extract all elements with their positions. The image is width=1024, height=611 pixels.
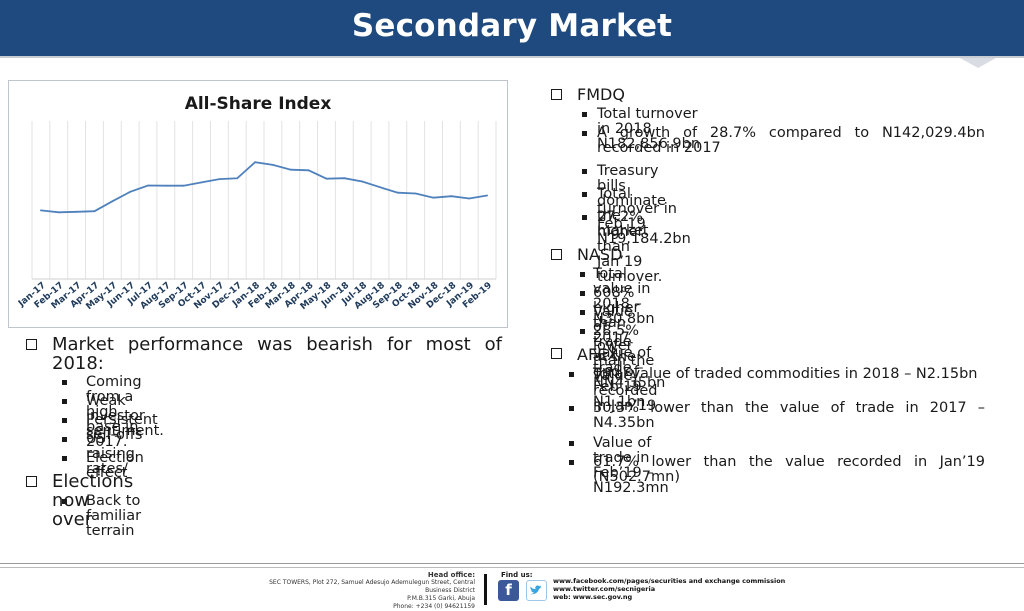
facebook-icon[interactable]: f <box>498 580 519 601</box>
section-fmdq-title: FMDQ <box>577 85 625 104</box>
square-bullet-icon <box>569 460 574 465</box>
chart-data-point <box>218 178 221 180</box>
address-line: Phone: +234 (0) 94621159 <box>393 603 475 610</box>
chart-plot: Jan-17Feb-17Mar-17Apr-17May-17Jun-17Jul-… <box>16 121 497 312</box>
head-office-address: Head office: SEC TOWERS, Plot 272, Samue… <box>205 571 475 611</box>
square-bullet-icon <box>580 310 585 315</box>
chart-data-point <box>486 194 488 197</box>
square-bullet-icon <box>582 169 587 174</box>
footer-divider <box>0 567 1024 568</box>
square-bullet-icon <box>62 418 67 423</box>
address-line: Business District <box>425 587 475 594</box>
afex-item: 50.5% lower than the value of trade in 2… <box>593 400 985 431</box>
chart-data-point <box>450 195 453 198</box>
footer-separator <box>484 574 487 605</box>
square-bullet-icon <box>582 131 587 136</box>
chart-data-point <box>432 196 435 199</box>
afex-item: Value of trade in Feb’19 – N192.3mn <box>593 435 669 496</box>
chart-data-point <box>236 177 239 180</box>
chart-data-point <box>379 186 381 189</box>
head-office-heading: Head office: <box>427 571 475 579</box>
chart-data-point <box>57 211 60 214</box>
website-link[interactable]: web: www.sec.gov.ng <box>553 593 633 601</box>
fmdq-item: Treasury bills dominate the market <box>597 163 666 239</box>
chart-title: All-Share Index <box>184 94 332 114</box>
nasd-item: Value of trade at the end of Feb’19 N1.1… <box>593 304 650 410</box>
nasd-item: Total value in 2018 – N30.8bn <box>593 266 655 327</box>
fmdq-item: Total turnover in 2018 N182,856.9bn <box>597 106 701 152</box>
afex-item: 61.7% lower than the value recorded in J… <box>593 454 985 485</box>
chart-data-point <box>361 180 364 183</box>
slide-header: Secondary Market <box>0 0 1024 56</box>
chart-data-point <box>93 210 96 213</box>
chart-data-point <box>396 191 399 194</box>
chart-data-point <box>289 168 292 171</box>
square-bullet-icon <box>582 192 587 197</box>
checkbox-bullet-icon <box>551 89 562 100</box>
chart-data-point <box>325 177 328 180</box>
square-bullet-icon <box>580 291 585 296</box>
sub-bullet: US raising rates/ <box>86 431 135 477</box>
square-bullet-icon <box>569 406 574 411</box>
chart-data-point <box>200 181 203 184</box>
checkbox-bullet-icon <box>551 348 562 359</box>
sub-bullet: Coming from a high base in 2017. <box>86 374 142 450</box>
sub-bullet: Back to familiar terrain <box>86 493 142 539</box>
checkbox-bullet-icon <box>26 339 37 350</box>
chart-data-point <box>414 192 417 195</box>
square-bullet-icon <box>62 399 67 404</box>
square-bullet-icon <box>569 441 574 446</box>
square-bullet-icon <box>62 380 67 385</box>
fmdq-item: 27.2% higher than Jan’19 turnover. <box>597 209 663 285</box>
twitter-icon[interactable] <box>526 580 547 601</box>
chart-data-point <box>40 209 42 212</box>
chart-data-point <box>164 184 167 187</box>
footer-links: www.facebook.com/pages/securities and ex… <box>553 577 785 601</box>
chart-data-point <box>254 161 256 164</box>
nasd-item: 28.5% lower than the value recorded in J… <box>593 323 658 414</box>
afex-item: Total value of traded commodities in 201… <box>593 366 978 382</box>
sub-bullet: Weak investor sentiment. <box>86 393 164 439</box>
address-line: P.M.B.315 Garki, Abuja <box>407 595 475 602</box>
slide-title: Secondary Market <box>351 8 673 44</box>
chart-data-point <box>75 210 78 213</box>
find-us-label: Find us: <box>501 571 533 579</box>
square-bullet-icon <box>582 215 587 220</box>
square-bullet-icon <box>580 329 585 334</box>
sub-bullet: Persistent sell-offs <box>86 412 158 443</box>
square-bullet-icon <box>580 272 585 277</box>
chart-data-point <box>272 164 274 166</box>
square-bullet-icon <box>582 112 587 117</box>
header-ornament <box>960 58 996 68</box>
square-bullet-icon <box>62 437 67 442</box>
header-divider <box>0 56 1024 58</box>
checkbox-bullet-icon <box>26 476 37 487</box>
address-line: SEC TOWERS, Plot 272, Samuel Adesujo Ade… <box>269 579 475 586</box>
square-bullet-icon <box>569 372 574 377</box>
square-bullet-icon <box>62 456 67 461</box>
nasd-item: 608% higher than 2017 value of trade – N… <box>593 285 666 391</box>
footer: Head office: SEC TOWERS, Plot 272, Samue… <box>205 571 825 610</box>
bullet-market-performance: Market performance was bearish for most … <box>52 334 502 374</box>
chart-data-point <box>307 169 310 172</box>
bullet-elections: Elections now over <box>52 471 134 530</box>
footer-divider <box>0 563 1024 564</box>
chart-data-point <box>111 200 114 203</box>
sub-bullet: Election effect <box>86 450 144 481</box>
chart-data-point <box>343 177 346 180</box>
square-bullet-icon <box>62 499 67 504</box>
fmdq-item: A growth of 28.7% compared to N142,029.4… <box>597 125 985 156</box>
checkbox-bullet-icon <box>551 249 562 260</box>
chart-data-point <box>147 184 149 187</box>
chart-data-point <box>468 197 471 200</box>
section-afex-title: AFEX <box>577 345 619 364</box>
fmdq-item: Total turnover in Feb’19 N19,184.2bn <box>597 186 691 247</box>
chart-data-point <box>182 184 185 187</box>
all-share-index-chart: All-Share Index Jan-17 Feb-17 Mar-17 Apr-17… <box>8 80 508 328</box>
twitter-link[interactable]: www.twitter.com/secnigeria <box>553 585 656 593</box>
facebook-link[interactable]: www.facebook.com/pages/securities and ex… <box>553 577 786 585</box>
chart-data-point <box>129 190 132 193</box>
chart-series-line <box>40 161 488 214</box>
section-nasd-title: NASD <box>577 245 623 264</box>
